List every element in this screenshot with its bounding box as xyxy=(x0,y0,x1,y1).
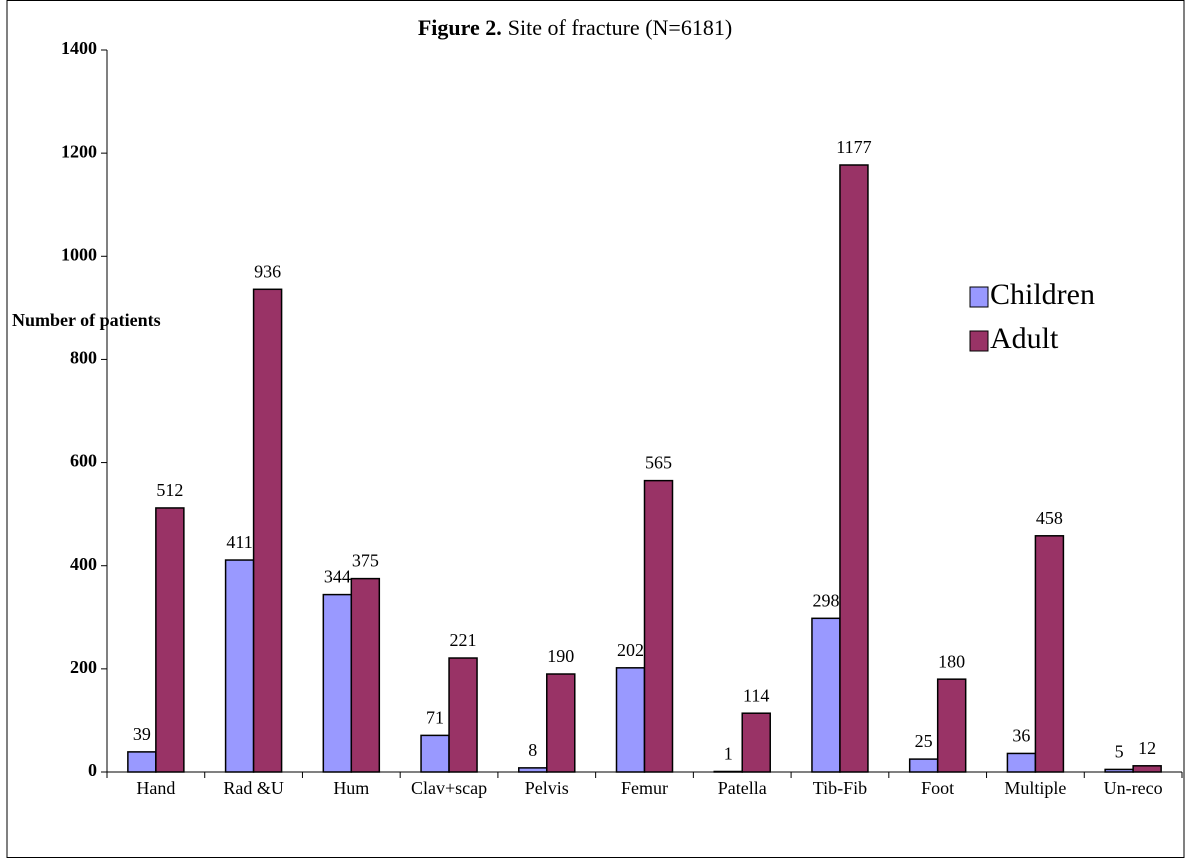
bar xyxy=(1034,535,1065,773)
value-label: 25 xyxy=(915,731,933,751)
legend-swatch xyxy=(969,286,989,308)
value-label: 39 xyxy=(133,724,151,744)
y-tick-label: 800 xyxy=(70,348,97,368)
y-axis-label: Number of patients xyxy=(12,310,161,330)
bar xyxy=(1104,768,1134,773)
title-text: Site of fracture (N=6181) xyxy=(508,15,732,40)
value-label: 190 xyxy=(547,646,574,666)
value-label: 180 xyxy=(938,651,965,671)
x-tick-label: Un-reco xyxy=(1104,778,1163,798)
value-label: 114 xyxy=(743,685,769,705)
x-tick-label: Multiple xyxy=(1004,778,1066,798)
bar xyxy=(252,288,283,773)
value-label: 221 xyxy=(450,630,477,650)
chart-title: Figure 2. Site of fracture (N=6181) xyxy=(418,15,732,40)
value-label: 1 xyxy=(724,744,733,764)
legend-label: Adult xyxy=(990,322,1059,355)
value-label: 411 xyxy=(226,532,252,552)
x-tick-label: Foot xyxy=(921,778,954,798)
legend-swatch xyxy=(969,330,989,352)
y-tick-label: 200 xyxy=(70,657,97,677)
bar xyxy=(420,734,450,773)
bar xyxy=(839,164,869,773)
bar xyxy=(127,751,157,773)
bar xyxy=(518,767,548,773)
value-label: 344 xyxy=(324,567,351,587)
y-tick-label: 1200 xyxy=(61,141,97,161)
value-label: 458 xyxy=(1036,508,1063,528)
value-label: 5 xyxy=(1115,742,1124,762)
bar xyxy=(1006,752,1037,773)
value-label: 936 xyxy=(254,261,281,281)
bar xyxy=(741,712,771,773)
x-tick-label: Clav+scap xyxy=(411,778,487,798)
x-tick-label: Pelvis xyxy=(525,778,569,798)
y-tick-label: 0 xyxy=(88,760,97,780)
bar xyxy=(908,758,939,773)
title-prefix: Figure 2. xyxy=(418,15,502,40)
value-label: 298 xyxy=(812,590,839,610)
value-label: 36 xyxy=(1012,726,1030,746)
legend-label: Children xyxy=(990,278,1095,311)
bar xyxy=(936,678,967,773)
bar xyxy=(448,657,478,773)
y-tick-label: 1400 xyxy=(61,38,97,58)
value-label: 12 xyxy=(1138,738,1156,758)
x-tick-label: Tib-Fib xyxy=(813,778,867,798)
value-label: 8 xyxy=(528,740,537,760)
bar xyxy=(643,479,674,773)
bar xyxy=(350,577,381,773)
value-label: 1177 xyxy=(836,137,871,157)
value-label: 375 xyxy=(352,551,379,571)
bar xyxy=(155,507,185,773)
bar xyxy=(811,617,841,773)
value-label: 71 xyxy=(426,708,444,728)
x-tick-label: Rad &U xyxy=(223,778,284,798)
y-tick-label: 1000 xyxy=(61,244,97,264)
y-tick-label: 400 xyxy=(70,554,97,574)
bar xyxy=(1132,765,1162,773)
bar xyxy=(224,559,255,773)
bar xyxy=(322,593,353,773)
x-tick-label: Patella xyxy=(718,778,767,798)
x-tick-label: Femur xyxy=(621,778,668,798)
x-tick-label: Hum xyxy=(333,778,369,798)
chart-frame xyxy=(6,0,1185,858)
x-tick-label: Hand xyxy=(136,778,175,798)
y-tick-label: 600 xyxy=(70,451,97,471)
bar xyxy=(713,770,743,773)
bar xyxy=(546,673,576,773)
bar xyxy=(615,667,646,773)
value-label: 512 xyxy=(156,480,183,500)
value-label: 565 xyxy=(645,453,672,473)
value-label: 202 xyxy=(617,640,644,660)
